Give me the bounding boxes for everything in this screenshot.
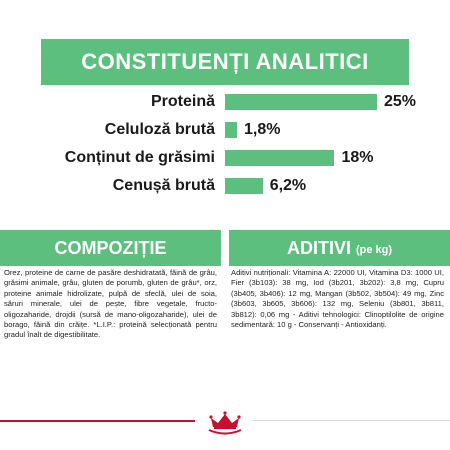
additives-text: Aditivi nutriționali: Vitamina A: 22000 …	[231, 268, 444, 330]
analytic-bar	[225, 122, 237, 138]
analytic-value: 18%	[341, 149, 374, 166]
analytic-value: 1,8%	[244, 121, 281, 138]
analytic-label: Proteină	[150, 93, 215, 110]
additives-unit: (pe kg)	[355, 244, 393, 256]
analytic-label: Cenușă brută	[112, 177, 215, 194]
composition-header: COMPOZIȚIE	[0, 230, 221, 266]
composition-title: COMPOZIȚIE	[54, 237, 167, 258]
analytic-value: 6,2%	[269, 177, 307, 194]
composition-text: Orez, proteine de carne de pasăre deshid…	[4, 268, 217, 340]
analytic-bar	[225, 150, 335, 166]
analytic-label: Conținut de grăsimi	[64, 149, 215, 166]
section-title-analytic: CONSTITUENȚI ANALITICI	[41, 39, 409, 85]
footer-divider-grey	[253, 420, 450, 421]
analytic-bar	[225, 94, 377, 110]
analytic-row: Celuloză brută 1,8%	[0, 118, 450, 142]
analytic-row: Cenușă brută 6,2%	[0, 174, 450, 198]
analytic-row: Conținut de grăsimi 18%	[0, 146, 450, 170]
analytic-bar	[225, 178, 263, 194]
analytic-value: 25%	[384, 93, 417, 110]
royal-canin-crown-icon	[208, 411, 242, 435]
analytic-row: Proteină 25%	[0, 90, 450, 114]
analytic-label: Celuloză brută	[104, 121, 215, 138]
additives-header: ADITIVI (pe kg)	[229, 230, 450, 266]
additives-title: ADITIVI	[286, 237, 351, 258]
footer-divider-red	[0, 420, 195, 422]
